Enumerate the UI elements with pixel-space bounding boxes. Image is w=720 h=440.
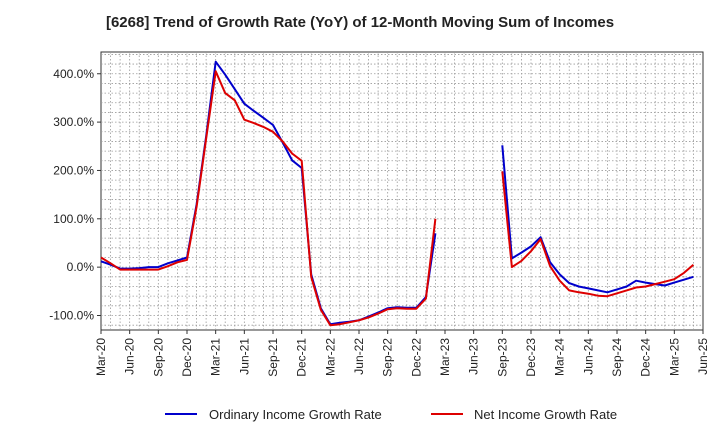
x-tick-label: Mar-25 <box>667 338 681 376</box>
x-tick-label: Dec-20 <box>180 338 194 377</box>
legend-label: Net Income Growth Rate <box>474 407 617 422</box>
x-tick-label: Sep-23 <box>495 338 509 377</box>
x-tick-label: Dec-22 <box>409 338 423 377</box>
x-tick-label: Jun-22 <box>352 338 366 375</box>
x-tick-label: Dec-24 <box>639 338 653 377</box>
legend-label: Ordinary Income Growth Rate <box>209 407 382 422</box>
series-line-ordinary-income <box>100 60 437 326</box>
x-tick-label: Mar-21 <box>209 338 223 376</box>
y-tick-label: 300.0% <box>53 115 94 129</box>
x-tick-label: Mar-20 <box>94 338 108 376</box>
x-tick-label: Sep-20 <box>151 338 165 377</box>
x-tick-label: Dec-21 <box>295 338 309 377</box>
x-tick-label: Jun-25 <box>696 338 710 375</box>
y-tick-label: 400.0% <box>53 67 94 81</box>
x-tick-label: Sep-21 <box>266 338 280 377</box>
series-line-ordinary-income <box>501 145 694 294</box>
x-tick-label: Jun-24 <box>581 338 595 375</box>
plot-area <box>100 51 704 331</box>
x-tick-label: Sep-24 <box>610 338 624 377</box>
y-tick-label: 0.0% <box>67 260 95 274</box>
x-tick-label: Jun-21 <box>237 338 251 375</box>
y-tick-label: 200.0% <box>53 163 94 177</box>
series-line-net-income <box>100 70 437 327</box>
x-tick-label: Jun-20 <box>123 338 137 375</box>
y-tick-label: -100.0% <box>49 308 94 322</box>
x-tick-label: Jun-23 <box>467 338 481 375</box>
x-tick-label: Mar-24 <box>553 338 567 376</box>
x-tick-label: Mar-23 <box>438 338 452 376</box>
series-line-net-income <box>501 171 695 298</box>
x-tick-label: Sep-22 <box>381 338 395 377</box>
x-tick-label: Dec-23 <box>524 338 538 377</box>
chart-title: [6268] Trend of Growth Rate (YoY) of 12-… <box>105 14 615 31</box>
y-tick-label: 100.0% <box>53 212 94 226</box>
x-tick-label: Mar-22 <box>323 338 337 376</box>
